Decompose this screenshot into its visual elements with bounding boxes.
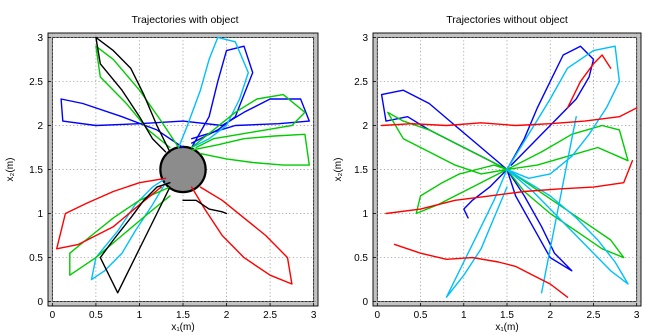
y-tick-label: 3 xyxy=(37,33,43,44)
trajectory-12 xyxy=(540,116,577,294)
x-tick-label: 1 xyxy=(137,310,143,321)
trajectory-10 xyxy=(191,186,293,285)
trajectory-8 xyxy=(415,164,508,215)
trajectory-5 xyxy=(387,111,508,175)
wall-right xyxy=(636,33,641,306)
chart-title: Trajectories with object xyxy=(132,14,239,26)
y-tick-label: 1 xyxy=(362,209,368,220)
y-tick-label: 1.5 xyxy=(29,165,43,176)
y-axis-label: x₂(m) xyxy=(333,158,344,182)
trajectory-10 xyxy=(506,168,629,285)
trajectory-2 xyxy=(506,45,595,171)
y-tick-label: 0 xyxy=(37,297,43,308)
chart-title: Trajectories without object xyxy=(446,14,568,26)
trajectory-15 xyxy=(393,243,569,298)
x-tick-label: 2 xyxy=(224,310,230,321)
trajectory-2 xyxy=(191,45,254,149)
x-tick-label: 0 xyxy=(50,310,56,321)
trajectories-with-object-chart: 0 0.5 1 1.5 2 2.5 3 0 0.5 1 1.5 2 2.5 3 Trajectories w… xyxy=(5,14,319,333)
x-tick-label: 0 xyxy=(375,310,381,321)
trajectory-8 xyxy=(95,45,180,149)
y-tick-label: 3 xyxy=(362,33,368,44)
x-axis-label: x₁(m) xyxy=(495,322,518,333)
trajectory-16 xyxy=(566,54,612,109)
left-chart-panel: 0 0.5 1 1.5 2 2.5 3 0 0.5 1 1.5 2 2.5 3 Trajectories w… xyxy=(5,14,319,333)
x-axis-label: x₁(m) xyxy=(171,322,194,333)
trajectory-1 xyxy=(380,89,508,171)
trajectory-7 xyxy=(506,124,629,171)
trajectory-11 xyxy=(95,36,171,153)
y-tick-label: 1 xyxy=(37,209,43,220)
x-tick-label: 1 xyxy=(461,310,467,321)
x-tick-label: 2.5 xyxy=(586,310,600,321)
y-tick-label: 1.5 xyxy=(354,165,368,176)
y-tick-label: 0.5 xyxy=(354,253,368,264)
right-chart-panel: 0 0.5 1 1.5 2 2.5 3 0 0.5 1 1.5 2 2.5 3 Trajectories w… xyxy=(325,0,645,335)
wall-top xyxy=(48,33,318,38)
wall-right xyxy=(313,33,318,306)
wall-top xyxy=(373,33,641,38)
y-tick-label: 2 xyxy=(362,121,368,132)
trajectory-14 xyxy=(385,160,634,215)
trajectories-without-object-chart: 0 0.5 1 1.5 2 2.5 3 0 0.5 1 1.5 2 2.5 3 Trajectories w… xyxy=(333,14,642,333)
obstacle-circle xyxy=(159,145,207,194)
x-tick-label: 1.5 xyxy=(500,310,514,321)
trajectory-9 xyxy=(506,45,621,179)
trajectory-6 xyxy=(506,168,625,259)
x-tick-label: 1.5 xyxy=(176,310,190,321)
trajectory-13 xyxy=(380,107,638,127)
trajectory-4 xyxy=(463,168,508,219)
trajectory-11 xyxy=(445,168,508,298)
x-tick-label: 0.5 xyxy=(89,310,103,321)
x-tick-label: 0.5 xyxy=(414,310,428,321)
trajectory-13 xyxy=(182,199,228,215)
y-tick-label: 2 xyxy=(37,121,43,132)
trajectory-9 xyxy=(56,177,167,250)
y-tick-label: 0.5 xyxy=(29,253,43,264)
x-tick-label: 3 xyxy=(634,310,640,321)
trajectory-3 xyxy=(506,168,573,272)
trajectory-1 xyxy=(60,98,310,149)
y-tick-label: 2.5 xyxy=(29,77,43,88)
x-tick-label: 3 xyxy=(311,310,317,321)
x-tick-label: 2 xyxy=(547,310,553,321)
trajectory-5 xyxy=(191,93,306,149)
x-tick-label: 2.5 xyxy=(263,310,277,321)
trajectory-7 xyxy=(69,186,171,276)
y-axis-label: x₂(m) xyxy=(5,158,16,182)
trajectory-3 xyxy=(177,36,249,149)
trajectory-4 xyxy=(90,177,167,281)
trajectory-6 xyxy=(191,133,310,166)
trajectory-12 xyxy=(99,182,171,294)
y-tick-label: 2.5 xyxy=(354,77,368,88)
y-tick-label: 0 xyxy=(362,297,368,308)
